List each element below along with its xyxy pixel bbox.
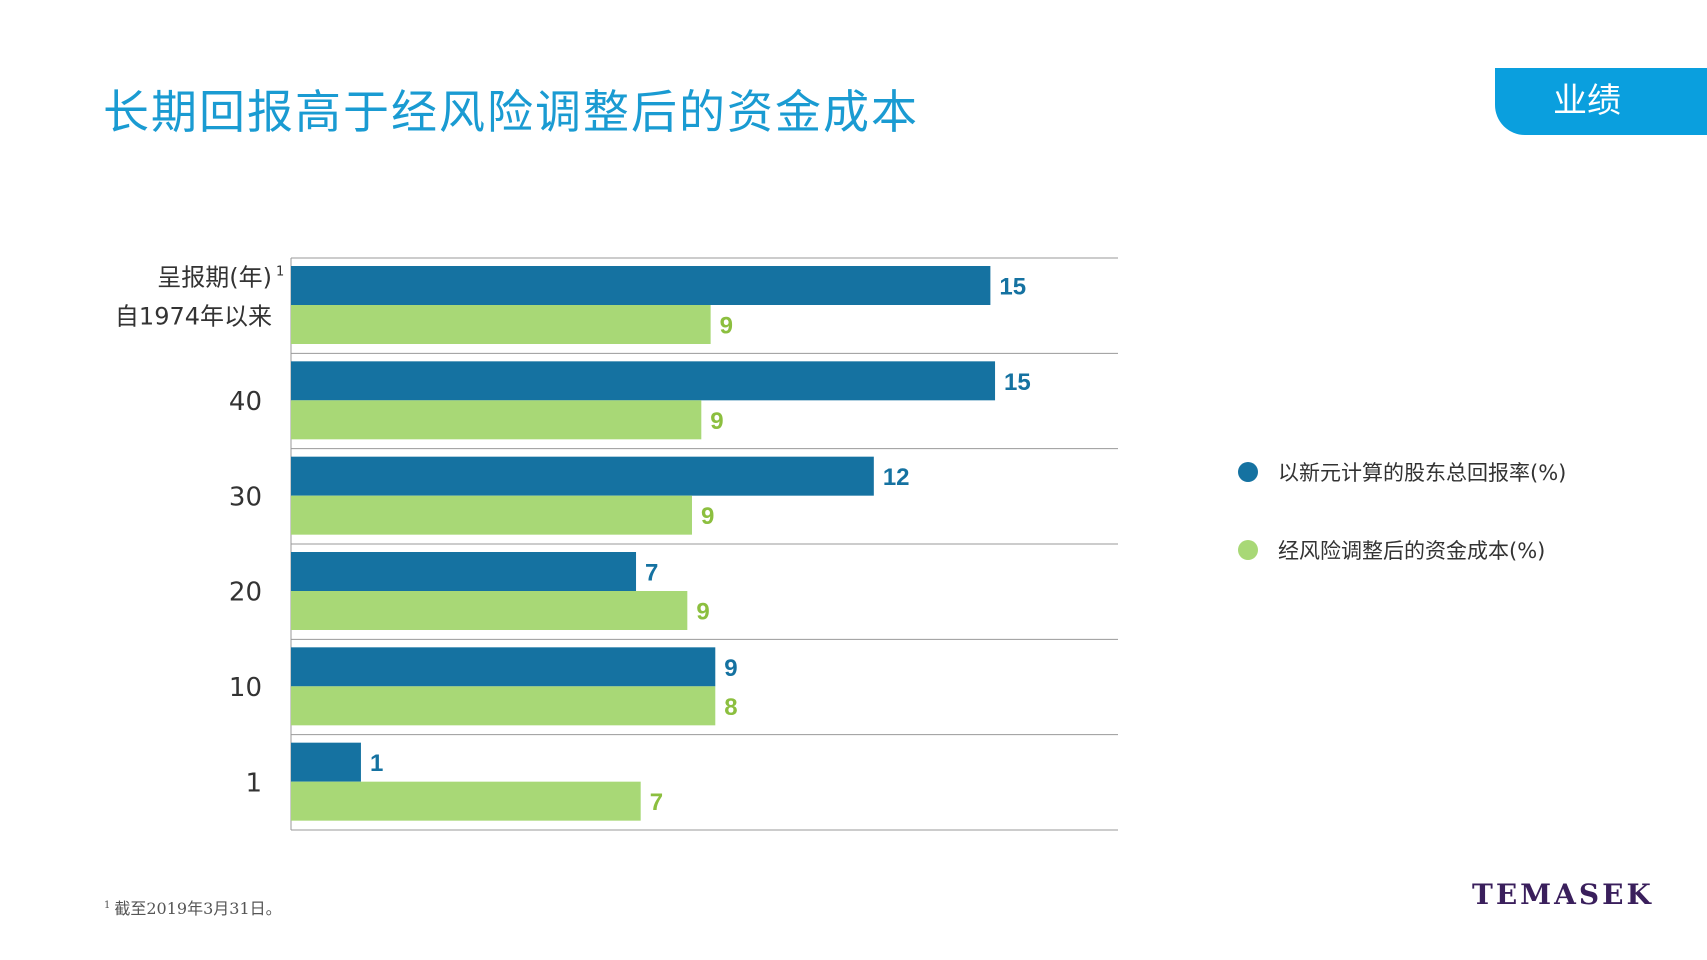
data-label: 15 — [1004, 369, 1031, 396]
data-label: 9 — [701, 503, 714, 530]
temasek-logo: TEMASEK — [1472, 878, 1654, 911]
page-title: 长期回报高于经风险调整后的资金成本 — [103, 85, 919, 139]
legend-item-cost: 经风险调整后的资金成本(%) — [1238, 535, 1545, 565]
bar-cost — [291, 495, 692, 535]
data-label: 9 — [724, 655, 737, 682]
legend-dot-icon — [1238, 540, 1258, 560]
bar-tsr — [291, 742, 361, 782]
data-label: 7 — [650, 789, 663, 816]
bar-cost — [291, 305, 711, 344]
legend-label-cost: 经风险调整后的资金成本(%) — [1278, 539, 1546, 563]
data-label: 9 — [696, 599, 709, 626]
legend-item-tsr: 以新元计算的股东总回报率(%) — [1238, 457, 1566, 487]
data-label: 9 — [710, 408, 723, 435]
y-axis-header: 呈报期(年) — [157, 264, 272, 292]
bar-cost — [291, 591, 688, 630]
bar-tsr — [291, 266, 991, 305]
bar-cost — [291, 686, 716, 726]
footnote: 1 截至2019年3月31日。 — [104, 895, 282, 919]
category-label: 30 — [229, 482, 262, 512]
bar-cost — [291, 400, 702, 440]
category-label: 40 — [229, 387, 262, 417]
bar-tsr — [291, 552, 637, 591]
bar-tsr — [291, 647, 716, 687]
category-label: 20 — [229, 578, 262, 608]
data-label: 7 — [645, 560, 658, 587]
bar-tsr — [291, 361, 996, 401]
legend-label-tsr: 以新元计算的股东总回报率(%) — [1278, 461, 1567, 485]
data-label: 9 — [720, 313, 733, 340]
category-label: 1 — [245, 768, 262, 798]
footnote-text: 截至2019年3月31日。 — [114, 899, 282, 918]
bar-tsr — [291, 456, 874, 496]
y-axis-header-superscript: 1 — [276, 265, 284, 280]
legend-dot-icon — [1238, 462, 1258, 482]
section-tab-label: 业绩 — [1553, 81, 1621, 121]
section-tab[interactable]: 业绩 — [1495, 68, 1707, 135]
data-label: 8 — [724, 694, 737, 721]
data-label: 15 — [999, 274, 1026, 301]
footnote-marker: 1 — [104, 899, 111, 911]
category-label: 自1974年以来 — [115, 303, 272, 331]
data-label: 1 — [370, 750, 383, 777]
bar-cost — [291, 781, 641, 821]
category-label: 10 — [229, 673, 262, 703]
data-label: 12 — [883, 464, 910, 491]
